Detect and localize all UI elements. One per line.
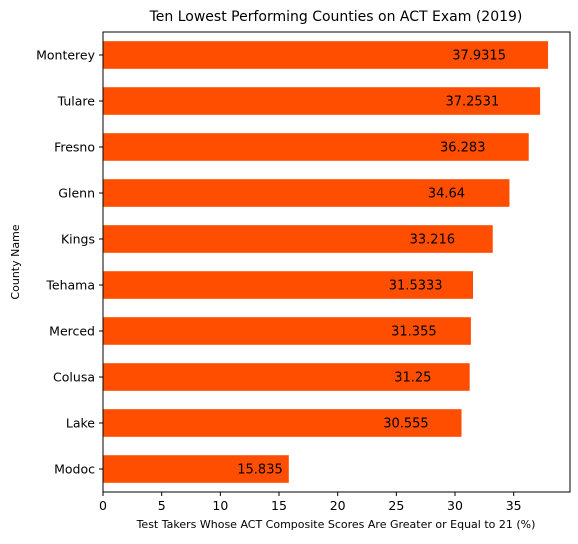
bar-kings [103,225,493,253]
bar-fresno [103,133,529,161]
chart-title: Ten Lowest Performing Counties on ACT Ex… [149,9,523,25]
y-tick-label: Kings [61,232,95,247]
bar-value-label: 30.555 [383,417,429,432]
bar-modoc [103,455,289,483]
y-tick-label: Lake [66,416,95,431]
bar-value-label: 37.9315 [452,49,506,64]
bar-value-label: 31.5333 [389,279,443,294]
bar-merced [103,317,471,345]
bar-value-label: 31.25 [394,371,431,386]
y-tick-label: Modoc [54,462,95,477]
bar-value-label: 36.283 [440,141,486,156]
bar-glenn [103,179,510,207]
y-tick-label: Tehama [45,278,95,293]
x-tick-label: 20 [330,498,346,513]
y-tick-label: Colusa [53,370,95,385]
bars-layer: 37.9315 37.2531 36.283 34.64 33.216 31.5333 31… [103,41,549,483]
bar-value-label: 33.216 [410,233,456,248]
x-tick-label: 35 [506,498,522,513]
x-tick-label: 30 [447,498,463,513]
bar-colusa [103,363,470,391]
y-axis-label: County Name [9,224,22,299]
y-tick-label: Monterey [36,48,96,63]
x-axis-label: Test Takers Whose ACT Composite Scores A… [136,518,536,531]
bar-tehama [103,271,474,299]
bar-value-label: 34.64 [428,187,465,202]
x-tick-label: 15 [271,498,287,513]
x-tick-label: 25 [388,498,404,513]
x-tick-label: 10 [212,498,228,513]
x-tick-label: 5 [158,498,166,513]
plot-frame [102,31,571,493]
y-tick-label: Tulare [57,94,96,109]
y-tick-label: Glenn [58,186,95,201]
axes-layer: Monterey Tulare Fresno Glenn Kings Tehama Merc… [36,31,571,513]
bar-lake [103,409,462,437]
x-tick-label: 0 [99,498,107,513]
bar-monterey [103,41,549,69]
bar-tulare [103,87,541,115]
bar-value-label: 31.355 [391,325,437,340]
bar-value-label: 15.835 [237,463,283,478]
bar-value-label: 37.2531 [445,95,499,110]
y-tick-label: Fresno [54,140,95,155]
y-tick-label: Merced [49,324,95,339]
